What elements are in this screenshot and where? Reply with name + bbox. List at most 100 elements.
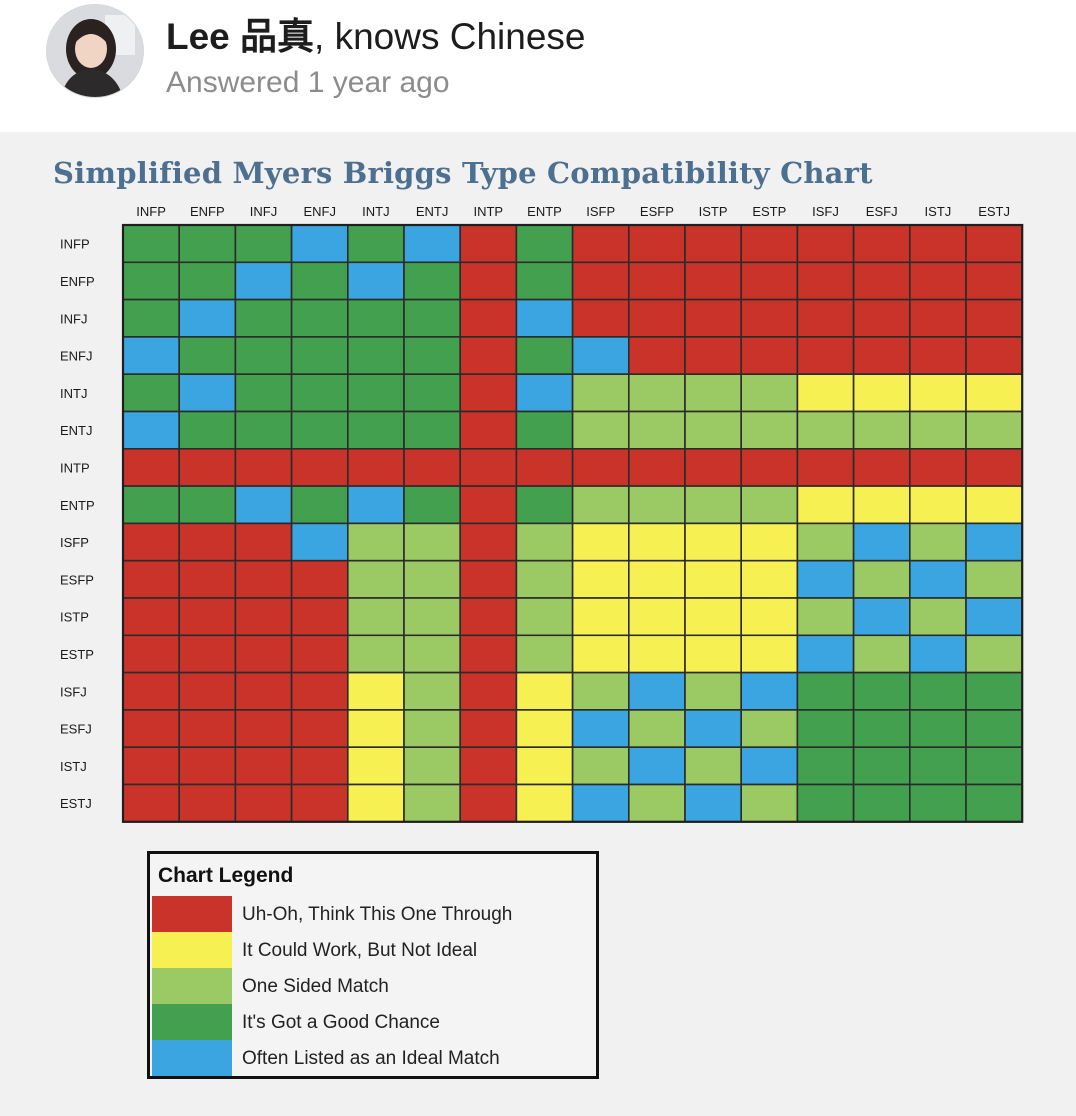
matrix-cell (234, 336, 293, 375)
matrix-cell (515, 373, 574, 413)
matrix-cell (234, 634, 293, 674)
matrix-cell (346, 373, 405, 413)
matrix-cell (178, 783, 237, 823)
matrix-cell (234, 224, 293, 264)
matrix-cell (908, 597, 967, 637)
matrix-cell (965, 298, 1024, 338)
matrix-cell (908, 783, 967, 823)
row-label: ENFJ (60, 349, 93, 364)
matrix-cell (515, 783, 574, 823)
matrix-cell (459, 485, 518, 525)
matrix-cell (740, 522, 799, 562)
matrix-cell (122, 559, 181, 599)
matrix-cell (178, 336, 237, 375)
column-label: ENTJ (416, 204, 449, 219)
matrix-cell (627, 298, 686, 338)
matrix-cell (178, 709, 237, 749)
chart-title: Simplified Myers Briggs Type Compatibili… (53, 156, 873, 190)
matrix-cell (122, 373, 181, 413)
matrix-cell (290, 671, 349, 711)
matrix-cell (346, 410, 405, 450)
matrix-cell (571, 746, 630, 786)
matrix-cell (290, 373, 349, 413)
column-label: INTJ (362, 204, 389, 219)
matrix-cell (571, 224, 630, 264)
answered-timestamp[interactable]: Answered 1 year ago (166, 66, 450, 99)
matrix-cell (290, 709, 349, 749)
legend-item: Uh-Oh, Think This One Through (152, 896, 592, 932)
row-label: ESTP (60, 647, 94, 662)
matrix-cell (908, 224, 967, 264)
row-label: INFJ (60, 311, 87, 326)
matrix-cell (627, 746, 686, 786)
matrix-cell (571, 671, 630, 711)
matrix-cell (852, 224, 911, 264)
matrix-cell (403, 709, 462, 749)
matrix-cell (290, 410, 349, 450)
row-label: ISFJ (60, 684, 87, 699)
matrix-cell (178, 522, 237, 562)
matrix-cell (627, 522, 686, 562)
matrix-cell (908, 447, 967, 487)
matrix-cell (515, 671, 574, 711)
matrix-cell (122, 709, 181, 749)
matrix-cell (459, 709, 518, 749)
matrix-cell (122, 447, 181, 487)
matrix-cell (234, 261, 293, 301)
matrix-cell (459, 373, 518, 413)
matrix-cell (515, 298, 574, 338)
matrix-cell (122, 783, 181, 823)
matrix-cell (627, 336, 686, 375)
matrix-cell (796, 746, 855, 786)
matrix-cell (908, 709, 967, 749)
matrix-cell (459, 410, 518, 450)
matrix-cell (346, 485, 405, 525)
matrix-cell (684, 522, 743, 562)
row-label: ISFP (60, 535, 89, 550)
matrix-cell (234, 373, 293, 413)
matrix-cell (346, 671, 405, 711)
legend-label: It Could Work, But Not Ideal (242, 940, 478, 961)
matrix-cell (515, 559, 574, 599)
column-label: ESTP (752, 204, 786, 219)
matrix-cell (965, 746, 1024, 786)
column-label: ENFP (190, 204, 225, 219)
compatibility-matrix: INFP ENFP INFJ ENFJ INTJ ENTJ INTP ENTP ISFP ESFP… (60, 204, 1024, 823)
matrix-cell (515, 410, 574, 450)
matrix-cell (122, 522, 181, 562)
matrix-cell (965, 522, 1024, 562)
matrix-cell (908, 261, 967, 301)
author-name[interactable]: Lee 品真 (166, 16, 315, 57)
matrix-cell (459, 261, 518, 301)
matrix-cell (627, 709, 686, 749)
matrix-cell (515, 597, 574, 637)
column-label: ENFJ (303, 204, 336, 219)
matrix-cell (684, 783, 743, 823)
matrix-cell (459, 671, 518, 711)
matrix-cell (403, 224, 462, 264)
matrix-cell (403, 447, 462, 487)
matrix-cell (290, 298, 349, 338)
matrix-cell (740, 373, 799, 413)
matrix-cell (796, 783, 855, 823)
matrix-cell (290, 336, 349, 375)
matrix-cell (796, 671, 855, 711)
matrix-cell (459, 559, 518, 599)
matrix-cell (403, 410, 462, 450)
matrix-cell (571, 783, 630, 823)
matrix-cell (684, 373, 743, 413)
avatar[interactable] (46, 4, 144, 98)
matrix-cell (627, 597, 686, 637)
matrix-cell (178, 373, 237, 413)
matrix-cell (684, 447, 743, 487)
matrix-cell (515, 709, 574, 749)
matrix-cell (403, 298, 462, 338)
matrix-cell (515, 224, 574, 264)
matrix-cell (290, 261, 349, 301)
matrix-cell (571, 298, 630, 338)
matrix-cell (178, 298, 237, 338)
matrix-cell (627, 559, 686, 599)
matrix-cell (740, 559, 799, 599)
matrix-cell (684, 559, 743, 599)
matrix-cell (684, 709, 743, 749)
